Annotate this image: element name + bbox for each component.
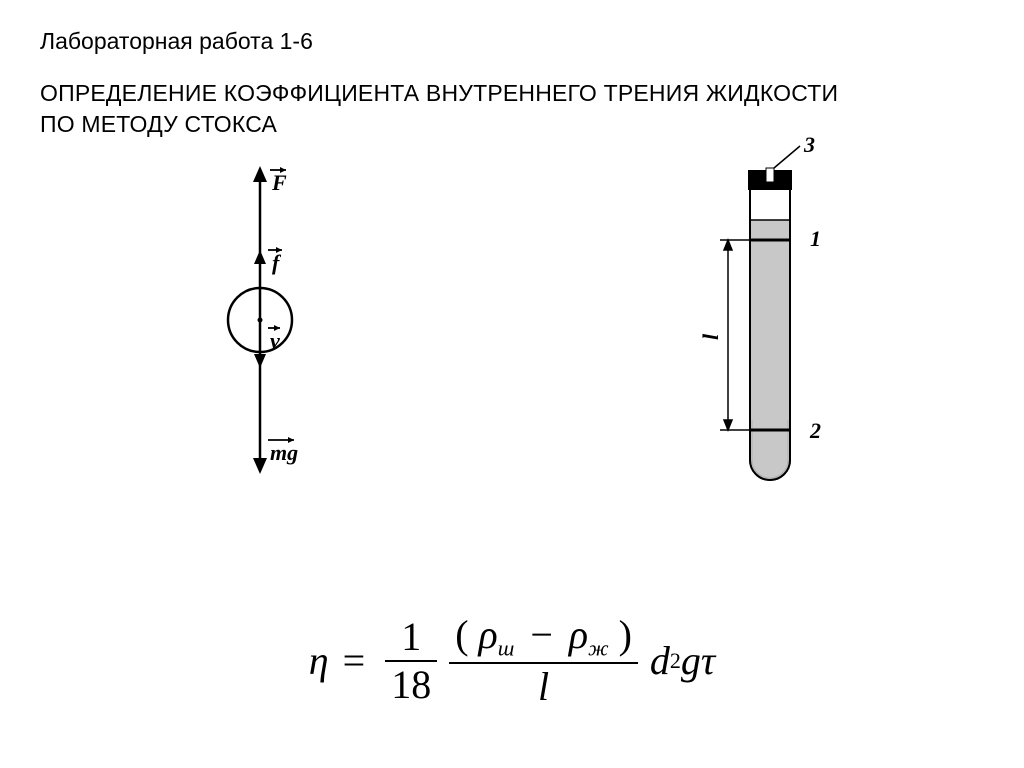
den-l: l bbox=[532, 664, 555, 710]
title-line-1: ОПРЕДЕЛЕНИЕ КОЭФФИЦИЕНТА ВНУТРЕННЕГО ТРЕ… bbox=[40, 80, 838, 106]
label-mg: mg bbox=[270, 440, 298, 465]
rho-zh: ρ bbox=[569, 612, 588, 657]
tube-diagram: 3 1 2 l bbox=[680, 140, 880, 500]
formula: η = 1 18 ( ρш − ρж ) l d2 g bbox=[0, 612, 1024, 710]
sym-d: d bbox=[650, 641, 670, 681]
num-1: 1 bbox=[395, 614, 427, 660]
rho-zh-sub: ж bbox=[588, 636, 608, 661]
label-f: f bbox=[272, 250, 282, 275]
sym-g: g bbox=[681, 641, 701, 681]
sphere-center bbox=[258, 317, 263, 322]
lab-number: Лабораторная работа 1-6 bbox=[40, 28, 984, 56]
den-18: 18 bbox=[385, 662, 437, 708]
title-line-2: ПО МЕТОДУ СТОКСА bbox=[40, 111, 277, 137]
arrow-F-head bbox=[253, 166, 267, 182]
sym-tau: τ bbox=[701, 641, 715, 681]
rho-sh: ρ bbox=[479, 612, 498, 657]
sym-eta: η bbox=[309, 641, 329, 681]
arrow-mg-head bbox=[253, 458, 267, 474]
arrow-v-head bbox=[254, 354, 266, 368]
arrow-f-head bbox=[254, 250, 266, 264]
rparen: ) bbox=[619, 612, 632, 657]
tube-liquid bbox=[750, 220, 790, 480]
label-F: F bbox=[271, 170, 287, 195]
force-diagram: F f v mg bbox=[160, 160, 360, 480]
sym-equals: = bbox=[343, 641, 366, 681]
label-v: v bbox=[270, 328, 280, 353]
frac-rho-l: ( ρш − ρж ) l bbox=[449, 612, 638, 710]
rho-sh-sub: ш bbox=[498, 636, 515, 661]
label-2: 2 bbox=[809, 418, 821, 443]
sym-d2: 2 bbox=[670, 650, 681, 672]
length-bracket bbox=[720, 240, 750, 430]
minus: − bbox=[530, 612, 553, 657]
frac-1-18: 1 18 bbox=[385, 614, 437, 708]
lparen: ( bbox=[455, 612, 468, 657]
page-title: ОПРЕДЕЛЕНИЕ КОЭФФИЦИЕНТА ВНУТРЕННЕГО ТРЕ… bbox=[40, 78, 984, 140]
figures-area: F f v mg bbox=[40, 160, 984, 540]
label-3: 3 bbox=[803, 132, 815, 157]
label-1: 1 bbox=[810, 226, 821, 251]
tube-cap-slot bbox=[766, 168, 774, 182]
label-l: l bbox=[698, 333, 723, 340]
